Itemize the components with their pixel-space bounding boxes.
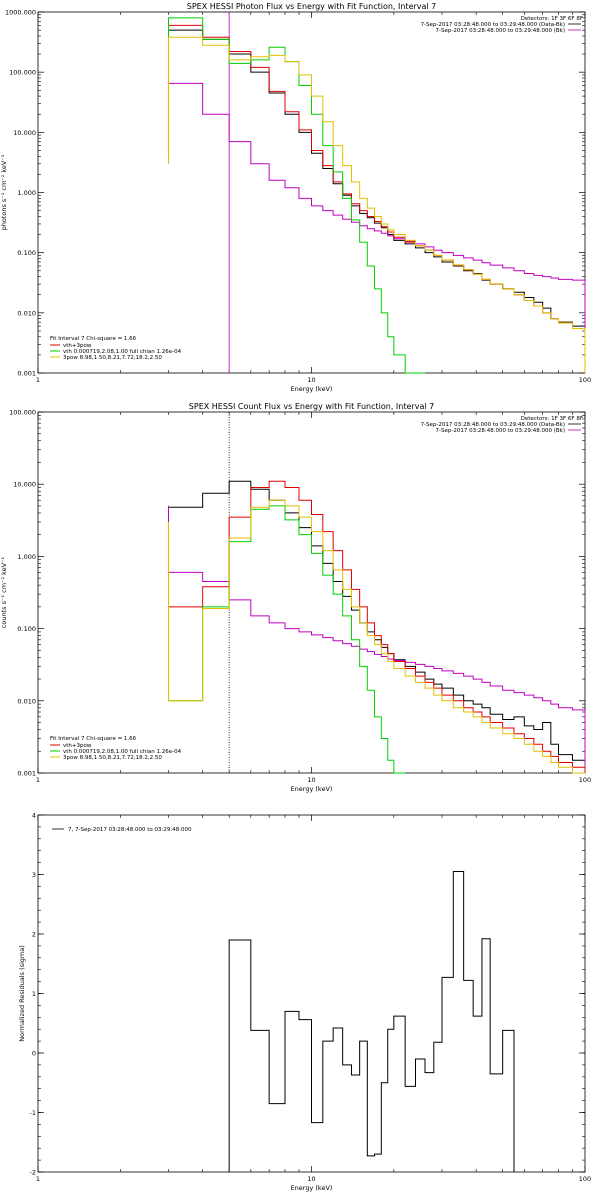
series-line-data-bk [167,480,586,773]
legend-entry: 7, 7-Sep-2017 03:28:48.000 to 03:29:48.0… [68,827,192,833]
header-text: 7-Sep-2017 03:28:48.000 to 03:29:48.000 … [436,28,566,34]
x-tick-label: 10 [307,1175,315,1183]
fit-legend: 7, 7-Sep-2017 03:28:48.000 to 03:29:48.0… [52,827,192,833]
x-axis-label: Energy (keV) [291,1184,333,1192]
legend-entry: vth 0.000719,2.08,1.00 full chian 1.26e-… [63,349,182,355]
y-axis-label: counts s⁻¹ cm⁻² keV⁻¹ [0,556,8,628]
header-text: Detectors: 1F 3F 6F 8F [521,416,583,422]
series-line-vth+3pow [167,480,586,773]
chart-panel-1: SPEX HESSI Photon Flux vs Energy with Fi… [0,2,591,393]
x-tick-label: 100 [579,776,591,784]
y-tick-label: 1.000 [17,553,36,561]
y-tick-label: -1 [30,1109,36,1117]
legend-entry: vth 0.000719,2.08,1.00 full chian 1.26e-… [63,749,182,755]
series-line-vth [167,17,425,374]
y-axis-label: photons s⁻¹ cm⁻² keV⁻¹ [0,154,8,230]
series-line-vth [167,505,406,774]
x-tick-label: 10 [307,376,315,384]
chart-title: SPEX HESSI Photon Flux vs Energy with Fi… [187,2,437,11]
series-line-3pow [167,36,586,373]
series-group [228,871,515,1172]
series-line-vth+3pow [167,24,586,373]
y-tick-label: 0.001 [17,770,36,778]
y-tick-label: 4 [32,812,36,820]
x-tick-label: 1 [36,1175,40,1183]
y-tick-label: 0 [32,1050,36,1058]
x-tick-label: 100 [579,1175,591,1183]
legend-entry: vth+3pow [63,343,92,349]
header-text: 7-Sep-2017 03:28:48.000 to 03:29:48.000 … [436,428,566,434]
series-line-data-bk [167,29,586,373]
y-tick-label: 1 [32,990,36,998]
header-text: Detectors: 1F 3F 6F 8F [521,16,583,22]
header-text: 7-Sep-2017 03:28:48.000 to 03:29:48.000 … [421,22,565,28]
y-tick-label: 100.000 [9,69,36,77]
plot-frame [37,11,586,374]
series-line-residuals [228,871,515,1172]
y-tick-label: 1.000 [17,189,36,197]
legend-title: Fit Interval 7 Chi-square = 1.66 [50,336,137,342]
x-tick-label: 10 [307,776,315,784]
x-ticks: 1 10 100 [36,815,591,1183]
legend-title: Fit Interval 7 Chi-square = 1.66 [50,736,137,742]
x-tick-label: 1 [36,776,40,784]
y-tick-label: -2 [30,1169,36,1177]
x-tick-label: 1 [36,376,40,384]
legend-entry: 3pow 8.98,1.50,8.21,7.72,18.2,2.50 [63,355,162,361]
header-text: 7-Sep-2017 03:28:48.000 to 03:29:48.000 … [421,422,565,428]
legend-entry: 3pow 8.98,1.50,8.21,7.72,18.2,2.50 [63,755,162,761]
fit-legend: Fit Interval 7 Chi-square = 1.66vth+3pow… [50,736,182,761]
x-ticks: 1 10 100 [36,12,591,384]
header-legend: Detectors: 1F 3F 6F 8F7-Sep-2017 03:28:4… [421,16,583,34]
fit-legend: Fit Interval 7 Chi-square = 1.66vth+3pow… [50,336,182,361]
x-axis-label: Energy (keV) [291,785,333,793]
chart-panel-3: 1 10 100 Energy (keV) -2 -1 0 1 2 3 4 Normalized Re… [18,812,591,1193]
series-line-bk [167,82,586,373]
y-tick-label: 0.100 [17,625,36,633]
y-axis-label: Normalized Residuals (sigma) [18,945,26,1042]
header-legend: Detectors: 1F 3F 6F 8F7-Sep-2017 03:28:4… [421,416,583,434]
y-tick-label: 10.000 [13,481,36,489]
y-ticks: 0.001 0.010 0.100 1.000 10.000 100.000 [9,409,585,778]
y-ticks: -2 -1 0 1 2 3 4 [30,812,585,1177]
series-line-3pow [167,499,585,774]
y-tick-label: 10.000 [13,129,36,137]
series-group [167,17,586,374]
y-tick-label: 0.010 [17,309,36,317]
y-tick-label: 0.100 [17,249,36,257]
y-tick-label: 0.001 [17,370,36,378]
y-tick-label: 100.000 [9,409,36,417]
y-tick-label: 1000.000 [5,9,36,17]
y-tick-label: 2 [32,931,36,939]
chart-title: SPEX HESSI Count Flux vs Energy with Fit… [189,402,434,411]
y-tick-label: 0.010 [17,697,36,705]
legend-entry: vth+3pow [63,743,92,749]
series-group [167,480,586,774]
x-tick-label: 100 [579,376,591,384]
chart-panel-2: SPEX HESSI Count Flux vs Energy with Fit… [0,402,591,793]
y-tick-label: 3 [32,871,36,879]
x-axis-label: Energy (keV) [291,385,333,393]
y-ticks: 0.001 0.010 0.100 1.000 10.000 100.000 1000.00… [5,9,585,378]
